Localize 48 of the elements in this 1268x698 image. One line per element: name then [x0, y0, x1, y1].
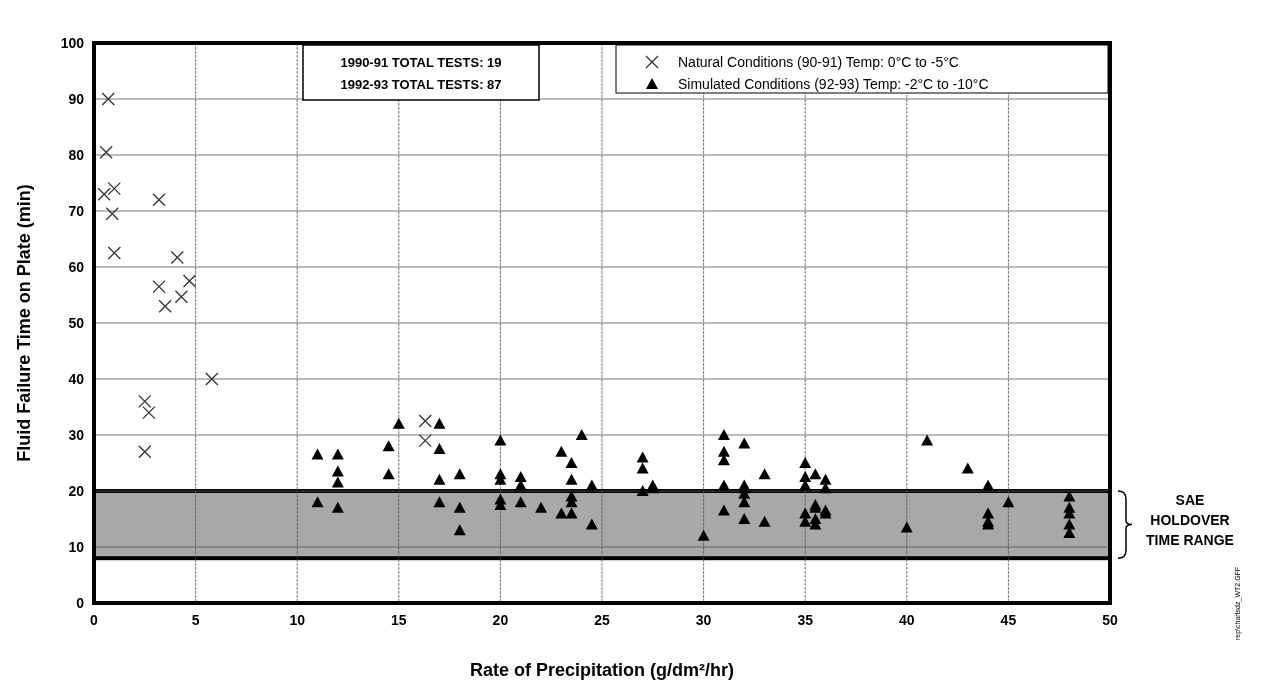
y-tick-label: 60 [68, 259, 85, 275]
x-tick-label: 50 [1102, 612, 1118, 628]
y-tick-label: 90 [68, 91, 85, 107]
point [107, 246, 121, 260]
point [152, 279, 166, 294]
y-tick-label: 100 [60, 35, 85, 51]
x-tick-label: 15 [391, 612, 407, 628]
point [138, 394, 152, 409]
point [99, 145, 113, 159]
point [170, 250, 184, 265]
y-tick-label: 80 [68, 147, 85, 163]
y-tick-label: 70 [68, 203, 85, 219]
y-tick-label: 0 [76, 595, 85, 611]
x-tick-label: 10 [289, 612, 306, 628]
x-tick-label: 35 [797, 612, 814, 628]
legend-label: Simulated Conditions (92-93) Temp: -2°C to -10°C [678, 76, 989, 92]
x-tick-label: 20 [492, 612, 509, 628]
point [101, 92, 115, 106]
point [418, 414, 432, 428]
point [138, 445, 152, 459]
x-tick-label: 40 [899, 612, 915, 628]
point [142, 405, 156, 420]
point [182, 274, 197, 288]
point [107, 181, 121, 196]
x-tick-label: 30 [695, 612, 712, 628]
x-tick-label: 0 [90, 612, 99, 628]
x-tick-label: 45 [1000, 612, 1017, 628]
y-tick-label: 30 [68, 427, 85, 443]
y-tick-label: 40 [68, 371, 85, 387]
point [174, 290, 189, 304]
point [105, 207, 119, 221]
point [205, 372, 219, 386]
band-label: SAE HOLDOVER TIME RANGE [1146, 491, 1234, 548]
point [97, 187, 111, 201]
point [158, 299, 172, 313]
x-tick-label: 25 [594, 612, 610, 628]
y-tick-label: 10 [68, 539, 85, 555]
text-box: 1990-91 TOTAL TESTS: 19 1992-93 TOTAL TESTS: 87 [302, 44, 540, 101]
annotation: 1992-93 TOTAL TESTS: 87 [340, 77, 502, 92]
legend-label: Natural Conditions (90-91) Temp: 0°C to -5°C [678, 54, 959, 70]
x-axis-title: Rate of Precipitation (g/dm²/hr) [469, 660, 735, 680]
point [152, 193, 166, 207]
point [418, 433, 432, 448]
y-tick-label: 50 [68, 315, 85, 331]
x-tick-label: 5 [191, 612, 200, 628]
y-tick-label: 20 [68, 483, 85, 499]
y-axis-title: Fluid Failure Time on Plate (min) [14, 184, 34, 462]
annotation: 1990-91 TOTAL TESTS: 19 [340, 55, 502, 70]
